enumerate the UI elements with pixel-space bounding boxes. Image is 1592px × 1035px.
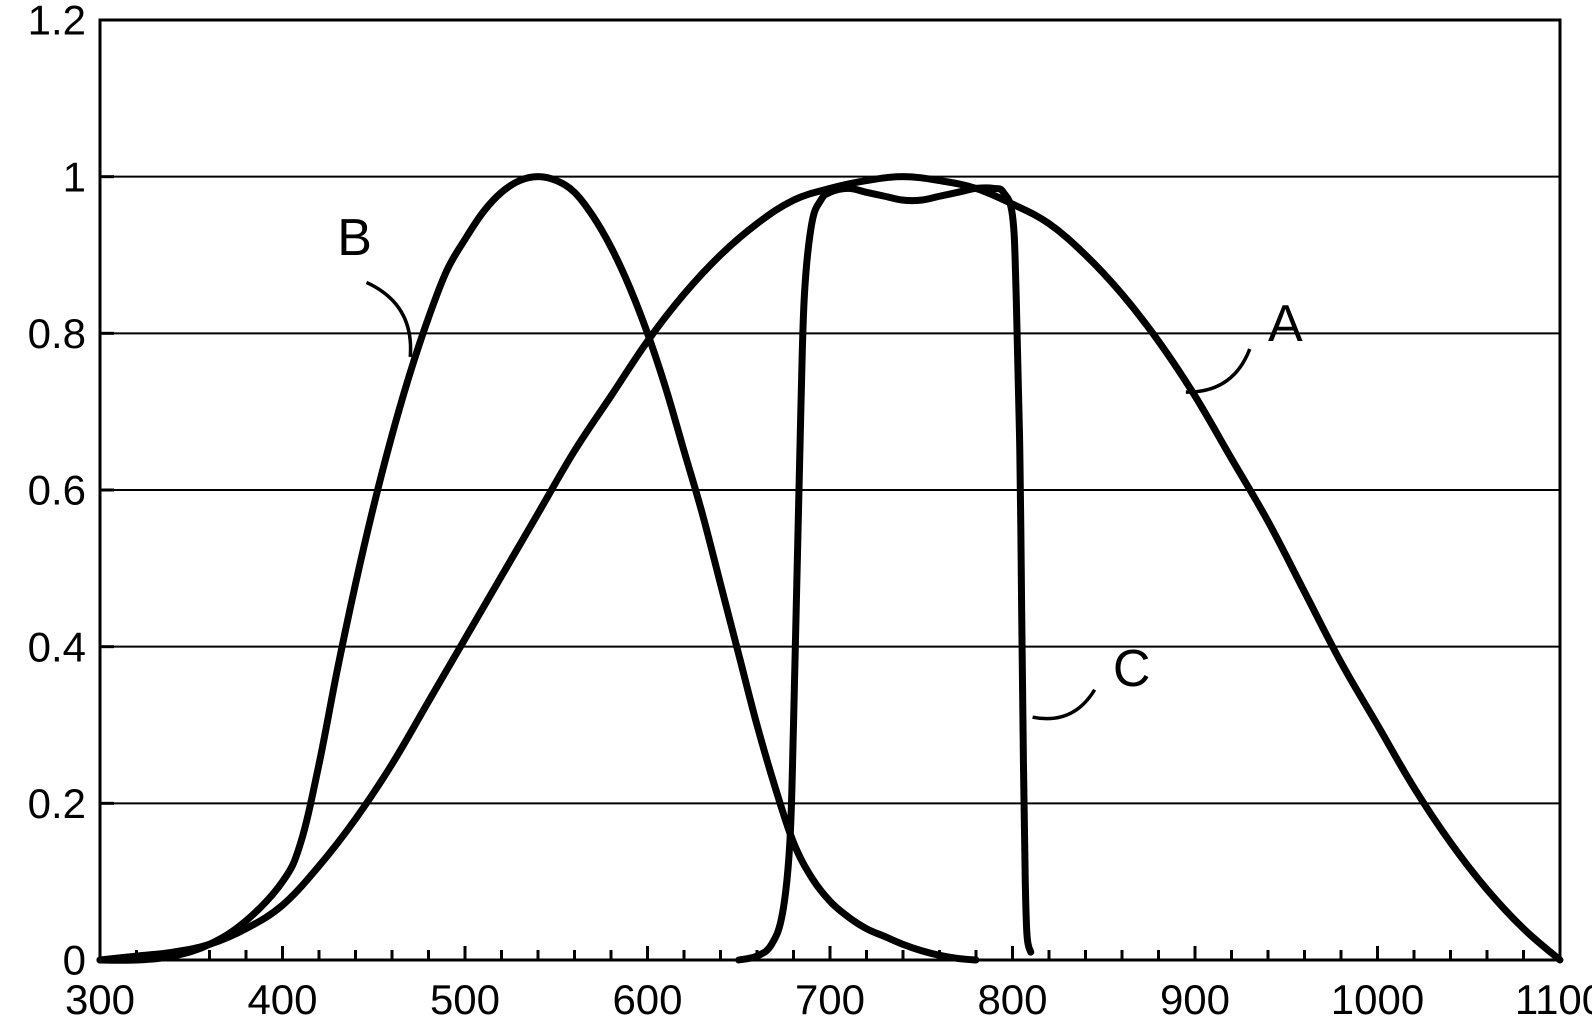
- y-tick-label: 0.8: [28, 310, 86, 357]
- series-label-B: B: [337, 209, 372, 267]
- x-tick-label: 600: [612, 976, 682, 1023]
- x-tick-label: 1100: [1515, 976, 1592, 1023]
- y-tick-label: 1.2: [28, 0, 86, 44]
- y-tick-label: 0: [63, 937, 86, 984]
- x-tick-label: 1000: [1331, 976, 1424, 1023]
- series-label-C: C: [1113, 640, 1151, 698]
- x-tick-label: 500: [430, 976, 500, 1023]
- y-tick-label: 1: [63, 153, 86, 200]
- y-tick-label: 0.2: [28, 780, 86, 827]
- line-chart: 3004005006007008009001000110000.20.40.60…: [0, 0, 1592, 1035]
- series-label-A: A: [1268, 295, 1303, 353]
- x-tick-label: 400: [247, 976, 317, 1023]
- x-tick-label: 800: [977, 976, 1047, 1023]
- y-tick-label: 0.4: [28, 623, 86, 670]
- x-tick-label: 700: [795, 976, 865, 1023]
- y-tick-label: 0.6: [28, 467, 86, 514]
- x-tick-label: 900: [1160, 976, 1230, 1023]
